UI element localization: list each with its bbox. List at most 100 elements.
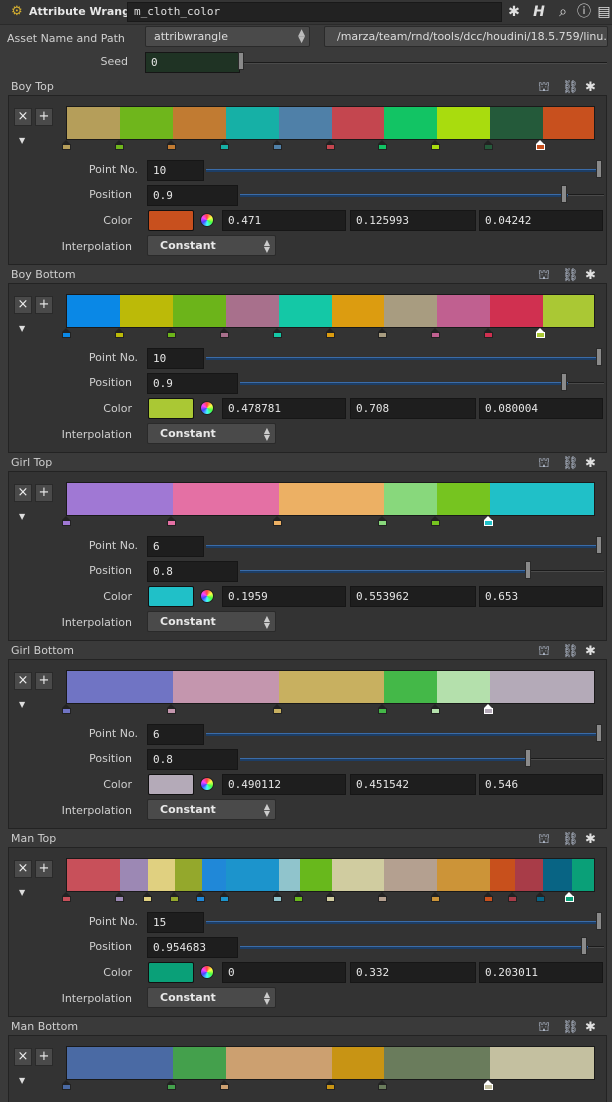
add-point-button[interactable]: + — [35, 672, 53, 690]
ramp-key-handle[interactable] — [62, 892, 71, 902]
ramp-key-handle[interactable] — [430, 140, 440, 150]
link-icon[interactable]: ⛓ — [562, 644, 579, 659]
gear-icon[interactable]: ✱ — [585, 80, 596, 95]
color-ramp[interactable] — [66, 294, 595, 328]
ramp-key-handle[interactable] — [565, 892, 575, 902]
ramp-key-handle[interactable] — [293, 892, 303, 902]
color-r-field[interactable]: 0.478781 — [222, 398, 346, 419]
color-swatch[interactable] — [148, 586, 194, 607]
color-wheel-icon[interactable] — [200, 213, 214, 227]
point-no-slider-handle[interactable] — [596, 912, 602, 930]
ramp-key-handle[interactable] — [430, 892, 440, 902]
ramp-key-handle[interactable] — [196, 892, 206, 902]
ramp-key-handle[interactable] — [167, 516, 177, 526]
ramp-key-handle[interactable] — [325, 892, 335, 902]
ramp-key-handle[interactable] — [114, 140, 124, 150]
position-slider-fill[interactable] — [240, 194, 568, 197]
remove-point-button[interactable]: × — [14, 672, 32, 690]
position-field[interactable]: 0.9 — [147, 185, 238, 206]
ramp-key-handle[interactable] — [430, 704, 440, 714]
info-icon[interactable]: ⓘ — [577, 4, 591, 20]
node-name-field[interactable]: m_cloth_color — [127, 2, 502, 22]
position-field[interactable]: 0.9 — [147, 373, 238, 394]
point-no-field[interactable]: 10 — [147, 160, 204, 181]
ramp-key-handle[interactable] — [430, 328, 440, 338]
ramp-key-handle[interactable] — [325, 140, 335, 150]
color-ramp[interactable] — [66, 858, 595, 892]
ramp-key-handle[interactable] — [272, 140, 282, 150]
ramp-key-handle[interactable] — [167, 140, 177, 150]
position-slider-handle[interactable] — [561, 373, 567, 391]
gear-icon[interactable]: ✱ — [585, 456, 596, 471]
parameters-icon[interactable]: ▤ — [597, 4, 611, 20]
color-r-field[interactable]: 0.490112 — [222, 774, 346, 795]
ramp-key-handle[interactable] — [483, 892, 493, 902]
ramp-key-handle[interactable] — [325, 1080, 335, 1090]
position-slider-fill[interactable] — [240, 382, 568, 385]
ramp-key-handle[interactable] — [378, 140, 388, 150]
ramp-key-handle[interactable] — [325, 328, 335, 338]
remove-point-button[interactable]: × — [14, 860, 32, 878]
color-swatch[interactable] — [148, 962, 194, 983]
color-g-field[interactable]: 0.451542 — [350, 774, 476, 795]
ramp-key-handle[interactable] — [378, 516, 388, 526]
point-no-slider-fill[interactable] — [206, 545, 602, 548]
ramp-key-handle[interactable] — [62, 140, 71, 150]
color-b-field[interactable]: 0.080004 — [479, 398, 603, 419]
color-g-field[interactable]: 0.553962 — [350, 586, 476, 607]
point-no-slider-handle[interactable] — [596, 724, 602, 742]
position-slider-track[interactable] — [567, 194, 604, 196]
ramp-key-handle[interactable] — [272, 892, 282, 902]
color-ramp[interactable] — [66, 1046, 595, 1080]
point-no-slider-handle[interactable] — [596, 160, 602, 178]
preset-icon[interactable]: ⛫ — [538, 1020, 550, 1035]
preset-icon[interactable]: ⛫ — [538, 268, 550, 283]
seed-slider-track[interactable] — [240, 62, 607, 64]
collapse-caret-icon[interactable]: ▼ — [19, 512, 26, 521]
remove-point-button[interactable]: × — [14, 484, 32, 502]
ramp-key-handle[interactable] — [220, 140, 230, 150]
ramp-key-handle[interactable] — [143, 892, 153, 902]
position-slider-handle[interactable] — [561, 185, 567, 203]
link-icon[interactable]: ⛓ — [562, 1020, 579, 1035]
ramp-key-handle[interactable] — [62, 328, 71, 338]
ramp-key-handle[interactable] — [220, 892, 230, 902]
gear-icon[interactable]: ✱ — [585, 832, 596, 847]
color-b-field[interactable]: 0.203011 — [479, 962, 603, 983]
add-point-button[interactable]: + — [35, 108, 53, 126]
ramp-key-handle[interactable] — [483, 328, 493, 338]
point-no-field[interactable]: 6 — [147, 724, 204, 745]
ramp-key-handle[interactable] — [62, 704, 71, 714]
position-slider-track[interactable] — [587, 946, 604, 948]
color-ramp[interactable] — [66, 482, 595, 516]
ramp-key-handle[interactable] — [170, 892, 180, 902]
ramp-key-handle[interactable] — [378, 704, 388, 714]
color-r-field[interactable]: 0.471 — [222, 210, 346, 231]
color-g-field[interactable]: 0.332 — [350, 962, 476, 983]
point-no-slider-fill[interactable] — [206, 357, 602, 360]
ramp-key-handle[interactable] — [220, 1080, 230, 1090]
position-field[interactable]: 0.8 — [147, 749, 238, 770]
color-g-field[interactable]: 0.708 — [350, 398, 476, 419]
color-b-field[interactable]: 0.546 — [479, 774, 603, 795]
point-no-slider-fill[interactable] — [206, 733, 602, 736]
ramp-key-handle[interactable] — [220, 328, 230, 338]
point-no-slider-fill[interactable] — [206, 921, 602, 924]
asset-path-combo[interactable]: /marza/team/rnd/tools/dcc/houdini/18.5.7… — [324, 26, 608, 47]
ramp-key-handle[interactable] — [378, 892, 388, 902]
color-wheel-icon[interactable] — [200, 589, 214, 603]
ramp-key-handle[interactable] — [378, 1080, 388, 1090]
color-swatch[interactable] — [148, 774, 194, 795]
ramp-key-handle[interactable] — [536, 892, 546, 902]
position-slider-fill[interactable] — [240, 758, 532, 761]
point-no-slider-handle[interactable] — [596, 536, 602, 554]
ramp-key-handle[interactable] — [114, 892, 124, 902]
color-r-field[interactable]: 0.1959 — [222, 586, 346, 607]
position-slider-handle[interactable] — [525, 749, 531, 767]
preset-icon[interactable]: ⛫ — [538, 80, 550, 95]
ramp-key-handle[interactable] — [378, 328, 388, 338]
link-icon[interactable]: ⛓ — [562, 80, 579, 95]
color-swatch[interactable] — [148, 210, 194, 231]
interpolation-combo[interactable]: Constant ▲ ▼ — [147, 987, 276, 1008]
position-slider-fill[interactable] — [240, 946, 588, 949]
